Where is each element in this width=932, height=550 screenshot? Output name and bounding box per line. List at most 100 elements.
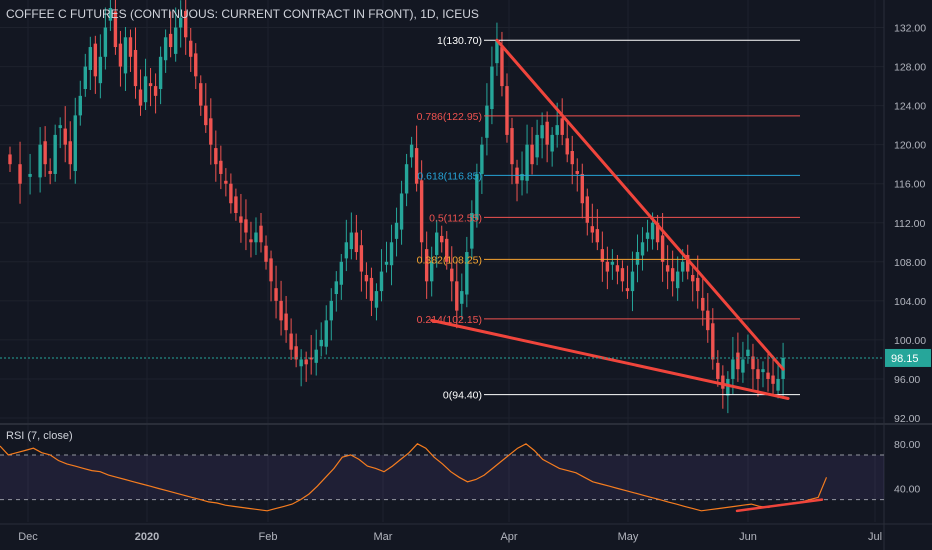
time-tick-label: Jul [868,531,882,543]
fib-level-label: 0.214(102.15) [417,314,482,326]
candle-body [319,339,323,347]
fib-level-label: 1(130.70) [437,35,482,47]
candle-body [570,151,574,165]
fib-level-label: 0.618(116.85) [417,170,482,182]
candle-body [741,359,745,373]
time-tick-label: Apr [500,531,517,543]
candle-body [344,242,349,259]
candle-body [555,125,559,135]
candle-body [58,125,62,129]
candle-body [675,271,680,289]
candle-body [575,171,579,174]
candle-body [98,56,103,84]
candle-body [384,261,389,265]
candle-body [28,173,32,177]
candle-body [38,144,42,178]
time-tick-label: May [618,531,639,543]
candle-body [123,37,128,74]
candle-body [505,86,509,135]
candle-body [590,226,595,233]
candle-body [113,11,118,48]
candle-body [680,261,685,272]
candle-body [364,274,369,282]
rsi-line [0,443,828,512]
candle-body [595,229,600,243]
candle-body [419,180,424,243]
candle-body [68,141,72,165]
candle-body [414,148,419,184]
candle-body [53,134,57,174]
candle-body [63,128,67,145]
candle-body [269,258,273,282]
candle-body [776,378,780,391]
price-tick-label: 92.00 [894,413,920,425]
candle-body [399,193,404,230]
candle-body [48,171,52,174]
candle-body [88,47,93,70]
candle-body [645,232,650,239]
candle-body [490,66,494,110]
candle-body [711,323,715,360]
candle-body [73,115,77,172]
candle-body [686,254,690,272]
candle-body [118,43,123,67]
candle-body [389,242,394,266]
candle-body [153,86,158,96]
candle-body [279,300,283,321]
candle-body [359,245,364,272]
candle-body [530,144,534,165]
candle-body [173,27,178,54]
fib-level-label: 0.382(108.25) [417,254,482,266]
candle-body [424,249,429,282]
candle-body [691,274,695,282]
candle-body [726,378,730,396]
candle-body [580,173,584,204]
candle-body [214,148,218,165]
candle-body [655,222,660,243]
candle-body [108,8,113,21]
candle-body [756,369,760,379]
upper-trendline [495,38,785,371]
candle-body [465,252,469,295]
candle-body [520,173,524,181]
candle-body [701,297,705,311]
candle-body [103,27,108,57]
candle-body [184,10,188,38]
candle-body [133,49,138,87]
candle-body [8,154,12,165]
candle-body [324,320,328,347]
candle-body [736,352,740,370]
candle-body [766,372,770,379]
candle-body [259,225,263,243]
candle-body [440,235,444,243]
candle-body [731,359,735,379]
price-tick-label: 120.00 [894,140,926,152]
candle-body [721,375,725,389]
candle-body [264,245,268,262]
price-tick-label: 116.00 [894,179,925,191]
candle-body [585,196,589,223]
candle-body [374,291,379,308]
candle-body [665,265,670,272]
candle-body [475,173,479,220]
candle-body [78,95,82,116]
candle-body [249,239,253,243]
candle-body [429,261,434,282]
candle-body [299,359,303,367]
candle-body [650,222,655,240]
rsi-title: RSI (7, close) [6,430,73,442]
candle-body [746,349,750,357]
candle-body [274,288,278,301]
candle-body [354,232,359,253]
candle-body [93,43,98,77]
price-tick-label: 132.00 [894,23,926,35]
chart-title: COFFEE C FUTURES (CONTINUOUS: CURRENT CO… [6,7,479,21]
candle-body [500,47,504,87]
last-price-badge [885,348,931,367]
candle-body [138,89,143,106]
candle-body [470,213,474,249]
last-price-label: 98.15 [891,353,919,365]
candle-body [314,349,318,363]
candle-body [143,76,148,103]
